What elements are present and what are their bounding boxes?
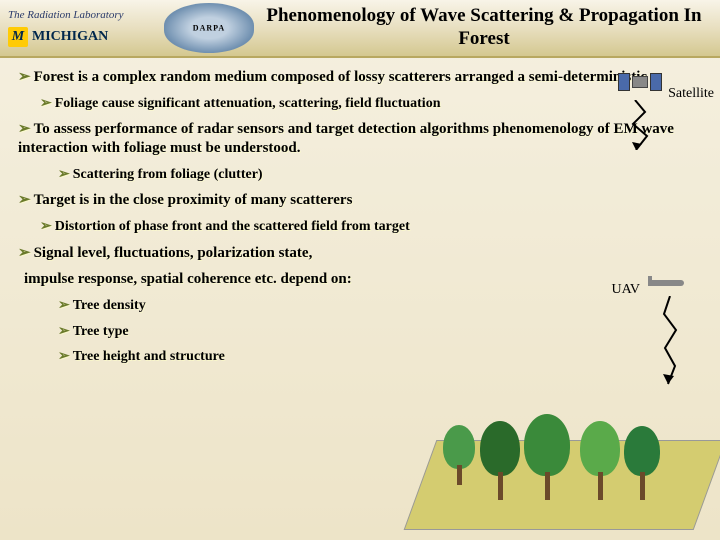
bullet-1: ➢Forest is a complex random medium compo…: [18, 68, 702, 87]
bullet-1a: ➢Foliage cause significant attenuation, …: [40, 95, 702, 113]
bullet-2: ➢To assess performance of radar sensors …: [18, 120, 702, 158]
slide-title: Phenomenology of Wave Scattering & Propa…: [260, 5, 712, 51]
tree-icon: [480, 421, 520, 500]
slide-content: ➢Forest is a complex random medium compo…: [0, 58, 720, 382]
bullet-3a: ➢Distortion of phase front and the scatt…: [40, 218, 702, 236]
tree-icon: [624, 426, 660, 500]
bullet-arrow-icon: ➢: [58, 298, 70, 313]
bullet-4-cont: impulse response, spatial coherence etc.…: [24, 270, 702, 289]
bullet-2a: ➢Scattering from foliage (clutter): [58, 166, 702, 184]
receiver-label: receiver: [478, 498, 520, 514]
tree-icon: [524, 414, 570, 500]
slide-header: The Radiation Laboratory M MICHIGAN Phen…: [0, 0, 720, 58]
bullet-arrow-icon: ➢: [58, 167, 70, 182]
lab-name: The Radiation Laboratory: [8, 9, 158, 21]
michigan-badge: M: [8, 27, 28, 47]
uav-icon: [650, 276, 690, 290]
bullet-4c: ➢Tree height and structure: [58, 348, 702, 366]
michigan-text: MICHIGAN: [32, 29, 108, 45]
tree-icon: [443, 425, 475, 485]
darpa-logo: [164, 3, 254, 53]
bullet-4: ➢Signal level, fluctuations, polarizatio…: [18, 244, 702, 263]
bullet-arrow-icon: ➢: [58, 324, 70, 339]
bullet-arrow-icon: ➢: [18, 192, 31, 208]
bullet-arrow-icon: ➢: [40, 219, 52, 234]
michigan-logo: M MICHIGAN: [8, 27, 158, 47]
lab-block: The Radiation Laboratory M MICHIGAN: [8, 9, 158, 47]
bullet-arrow-icon: ➢: [18, 69, 31, 85]
beam-zigzag-icon: [630, 100, 650, 150]
bullet-arrow-icon: ➢: [58, 349, 70, 364]
bullet-arrow-icon: ➢: [18, 121, 31, 137]
bullet-arrow-icon: ➢: [40, 96, 52, 111]
bullet-4b: ➢Tree type: [58, 323, 702, 341]
satellite-icon: [620, 72, 660, 92]
bullet-arrow-icon: ➢: [18, 245, 31, 261]
bullet-4a: ➢Tree density: [58, 297, 702, 315]
ground-plane: [404, 440, 720, 530]
bullet-3: ➢Target is in the close proximity of man…: [18, 191, 702, 210]
uav-beam-zigzag-icon: [660, 296, 680, 386]
tree-icon: [580, 421, 620, 500]
